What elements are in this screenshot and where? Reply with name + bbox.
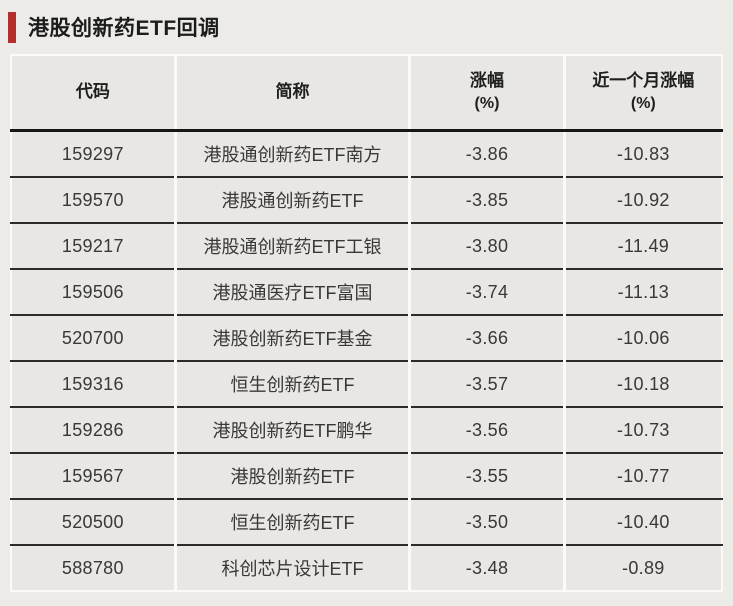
- title-bar: 港股创新药ETF回调: [0, 0, 733, 44]
- header-name: 简称: [173, 55, 410, 132]
- header-change-label: 涨幅: [470, 71, 504, 91]
- cell-code: 159316: [11, 360, 176, 407]
- header-name-label: 简称: [275, 82, 310, 102]
- cell-change: -3.50: [408, 498, 565, 545]
- table-row: 159297 港股通创新药ETF南方 -3.86 -10.83: [11, 130, 722, 177]
- cell-month-change: -10.83: [562, 130, 722, 177]
- table-row: 159506 港股通医疗ETF富国 -3.74 -11.13: [11, 268, 722, 315]
- cell-month-change: -11.49: [562, 222, 722, 269]
- cell-name: 港股通医疗ETF富国: [173, 268, 410, 315]
- cell-code: 520700: [11, 314, 176, 361]
- cell-name: 科创芯片设计ETF: [173, 544, 410, 591]
- table-header-row: 代码 简称 涨幅 (%) 近一个月涨幅 (%): [11, 55, 722, 132]
- cell-month-change: -10.73: [562, 406, 722, 453]
- header-month-change: 近一个月涨幅 (%): [562, 55, 722, 132]
- cell-change: -3.57: [408, 360, 565, 407]
- cell-name: 港股创新药ETF: [173, 452, 410, 499]
- cell-name: 港股创新药ETF鹏华: [173, 406, 410, 453]
- cell-code: 159286: [11, 406, 176, 453]
- cell-change: -3.85: [408, 176, 565, 223]
- cell-name: 港股通创新药ETF: [173, 176, 410, 223]
- header-change-unit: (%): [474, 95, 500, 113]
- etf-table: 代码 简称 涨幅 (%) 近一个月涨幅 (%): [10, 54, 723, 592]
- red-accent-bar: [8, 11, 16, 43]
- table-row: 159567 港股创新药ETF -3.55 -10.77: [11, 452, 722, 499]
- cell-month-change: -10.40: [562, 498, 722, 545]
- cell-name: 港股创新药ETF基金: [173, 314, 410, 361]
- table-row: 520700 港股创新药ETF基金 -3.66 -10.06: [11, 314, 722, 361]
- header-code: 代码: [11, 55, 176, 132]
- cell-name: 港股通创新药ETF工银: [173, 222, 410, 269]
- header-month-change-unit: (%): [630, 95, 656, 113]
- cell-change: -3.86: [408, 130, 565, 177]
- cell-name: 恒生创新药ETF: [173, 360, 410, 407]
- table-row: 588780 科创芯片设计ETF -3.48 -0.89: [11, 544, 722, 591]
- cell-month-change: -10.06: [562, 314, 722, 361]
- cell-name: 恒生创新药ETF: [173, 498, 410, 545]
- cell-change: -3.74: [408, 268, 565, 315]
- cell-code: 159506: [11, 268, 176, 315]
- cell-code: 588780: [11, 544, 176, 591]
- cell-month-change: -11.13: [562, 268, 722, 315]
- cell-month-change: -0.89: [562, 544, 722, 591]
- header-change: 涨幅 (%): [408, 55, 565, 132]
- cell-month-change: -10.92: [562, 176, 722, 223]
- cell-change: -3.80: [408, 222, 565, 269]
- cell-month-change: -10.77: [562, 452, 722, 499]
- table-row: 159217 港股通创新药ETF工银 -3.80 -11.49: [11, 222, 722, 269]
- table-row: 159286 港股创新药ETF鹏华 -3.56 -10.73: [11, 406, 722, 453]
- table-row: 520500 恒生创新药ETF -3.50 -10.40: [11, 498, 722, 545]
- cell-code: 159570: [11, 176, 176, 223]
- etf-table-container: 代码 简称 涨幅 (%) 近一个月涨幅 (%): [10, 54, 723, 592]
- table-row: 159316 恒生创新药ETF -3.57 -10.18: [11, 360, 722, 407]
- cell-change: -3.55: [408, 452, 565, 499]
- cell-change: -3.56: [408, 406, 565, 453]
- cell-code: 520500: [11, 498, 176, 545]
- cell-code: 159217: [11, 222, 176, 269]
- header-code-label: 代码: [75, 82, 110, 102]
- cell-code: 159567: [11, 452, 176, 499]
- cell-code: 159297: [61, 143, 124, 164]
- table-row: 159570 港股通创新药ETF -3.85 -10.92: [11, 176, 722, 223]
- header-month-change-label: 近一个月涨幅: [592, 71, 695, 91]
- page-title: 港股创新药ETF回调: [28, 16, 220, 40]
- cell-month-change: -10.18: [562, 360, 722, 407]
- cell-name: 港股通创新药ETF南方: [173, 130, 410, 177]
- cell-change: -3.48: [408, 544, 565, 591]
- cell-change: -3.66: [408, 314, 565, 361]
